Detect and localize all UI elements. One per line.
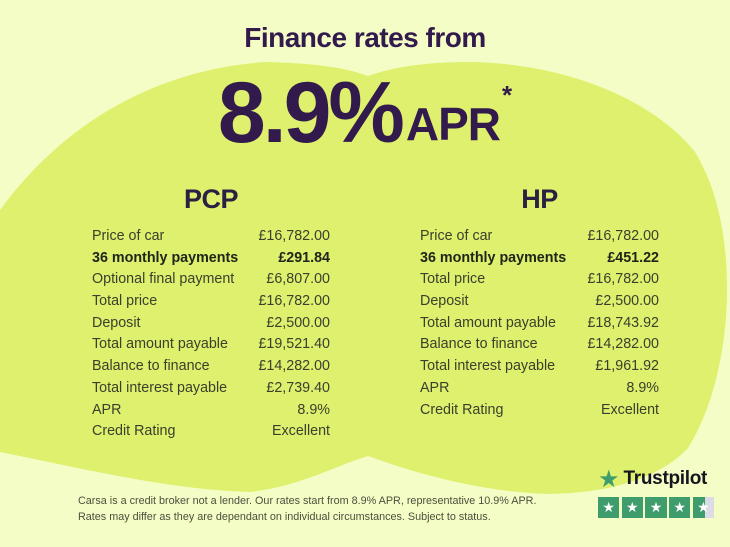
row-label: Total amount payable	[420, 314, 556, 331]
star-glyph: ★	[697, 499, 710, 516]
row-value: Excellent	[271, 423, 330, 440]
row-value: 8.9%	[297, 401, 330, 418]
row-value: £16,782.00	[587, 271, 659, 288]
row-label: Credit Rating	[420, 401, 504, 418]
row-value: £19,521.40	[258, 336, 330, 353]
table-row: Deposit £2,500.00	[92, 315, 330, 337]
trustpilot-logo: ★ Trustpilot	[598, 465, 720, 493]
star-icon: ★	[598, 465, 620, 493]
hp-rows: Price of car £16,782.00 36 monthly payment…	[420, 228, 659, 423]
row-value: £16,782.00	[258, 293, 330, 310]
row-label: 36 monthly payments	[92, 249, 239, 266]
row-label: Balance to finance	[420, 336, 538, 353]
row-value: £16,782.00	[587, 228, 659, 244]
row-value: £18,743.92	[587, 314, 659, 331]
row-value: £451.22	[607, 249, 659, 266]
pcp-rows: Price of car £16,782.00 36 monthly payment…	[92, 228, 330, 445]
table-row: 36 monthly payments £291.84	[92, 250, 330, 272]
legal-disclaimer: Carsa is a credit broker not a lender. O…	[78, 494, 578, 525]
row-label: 36 monthly payments	[420, 249, 567, 266]
row-value: £2,500.00	[595, 293, 659, 310]
table-row: Total amount payable £18,743.92	[420, 315, 659, 337]
disclaimer-line-2: Rates may differ as they are dependant o…	[78, 510, 491, 523]
row-label: Optional final payment	[92, 271, 235, 288]
star-icon: ★	[621, 497, 643, 519]
table-row: Deposit £2,500.00	[420, 293, 659, 315]
row-label: Deposit	[92, 314, 141, 331]
table-row: Optional final payment £6,807.00	[92, 271, 330, 293]
row-value: £291.84	[278, 249, 330, 266]
table-row: Credit Rating Excellent	[420, 402, 659, 424]
table-row: Balance to finance £14,282.00	[420, 336, 659, 358]
row-value: £16,782.00	[258, 228, 330, 244]
row-label: Credit Rating	[92, 423, 176, 440]
row-label: Deposit	[420, 293, 469, 310]
star-glyph: ★	[626, 499, 639, 516]
banner-title: Finance rates from	[244, 22, 486, 53]
table-row: APR 8.9%	[92, 402, 330, 424]
pcp-finance-table: PCP Price of car £16,782.00 36 monthly pay…	[92, 184, 330, 445]
row-label: Balance to finance	[92, 358, 210, 375]
row-value: £2,739.40	[266, 379, 330, 396]
trustpilot-badge[interactable]: ★ Trustpilot ★ ★ ★ ★ ★	[598, 465, 720, 519]
star-icon: ★	[692, 497, 714, 519]
trustpilot-rating-stars: ★ ★ ★ ★ ★	[598, 497, 720, 519]
star-glyph: ★	[602, 499, 615, 516]
headline-rate: 8.9% APR *	[0, 56, 730, 156]
disclaimer-line-1: Carsa is a credit broker not a lender. O…	[78, 495, 537, 507]
row-label: Price of car	[420, 228, 493, 244]
row-value: £14,282.00	[258, 358, 330, 375]
star-icon: ★	[645, 497, 667, 519]
rate-value: 8.9%	[217, 65, 405, 161]
star-glyph: ★	[649, 499, 663, 516]
hp-finance-table: HP Price of car £16,782.00 36 monthly paym…	[420, 184, 659, 423]
table-row: 36 monthly payments £451.22	[420, 250, 659, 272]
table-row: Total price £16,782.00	[420, 271, 659, 293]
star-icon: ★	[669, 497, 691, 519]
row-value: £1,961.92	[595, 358, 659, 375]
row-label: Total amount payable	[92, 336, 228, 353]
rate-footnote-asterisk: *	[502, 80, 513, 110]
row-label: Total price	[92, 293, 158, 310]
star-glyph: ★	[673, 499, 686, 516]
pcp-heading: PCP	[183, 184, 239, 214]
trustpilot-brand-text: Trustpilot	[623, 468, 708, 489]
table-row: Total interest payable £1,961.92	[420, 358, 659, 380]
row-value: £6,807.00	[266, 271, 330, 288]
row-value: Excellent	[600, 401, 659, 418]
table-row: Total amount payable £19,521.40	[92, 336, 330, 358]
row-label: Total interest payable	[420, 358, 556, 375]
table-row: Balance to finance £14,282.00	[92, 358, 330, 380]
row-label: APR	[420, 379, 450, 396]
table-row: Total price £16,782.00	[92, 293, 330, 315]
rate-unit-apr: APR	[405, 98, 501, 150]
row-label: APR	[92, 401, 122, 418]
table-row: APR 8.9%	[420, 380, 659, 402]
table-row: Price of car £16,782.00	[420, 228, 659, 250]
row-label: Total price	[420, 271, 486, 288]
star-icon: ★	[598, 497, 620, 519]
row-value: £2,500.00	[266, 314, 330, 331]
row-label: Total interest payable	[92, 379, 228, 396]
table-row: Total interest payable £2,739.40	[92, 380, 330, 402]
row-label: Price of car	[92, 228, 165, 244]
row-value: £14,282.00	[587, 336, 659, 353]
overlapping-circles-shape	[0, 62, 727, 494]
row-value: 8.9%	[626, 379, 659, 396]
table-row: Credit Rating Excellent	[92, 423, 330, 445]
hp-heading: HP	[521, 184, 558, 214]
table-row: Price of car £16,782.00	[92, 228, 330, 250]
